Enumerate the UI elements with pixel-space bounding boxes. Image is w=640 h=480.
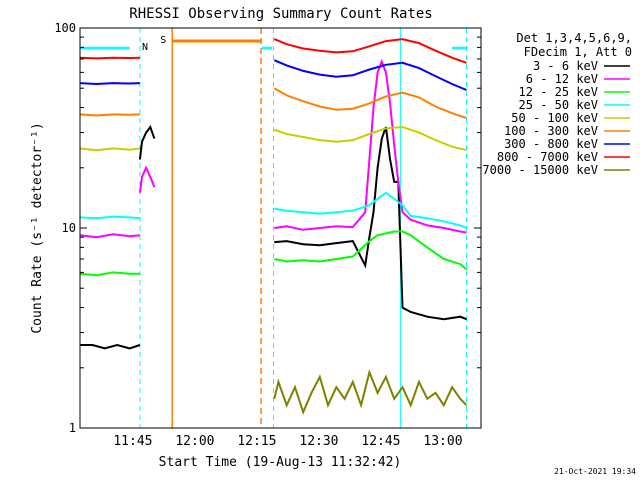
y-tick-label: 1 — [69, 421, 76, 435]
x-tick-label: 12:00 — [175, 434, 214, 449]
legend-label: 25 - 50 keV — [519, 98, 598, 112]
x-axis-label: Start Time (19-Aug-13 11:32:42) — [159, 455, 402, 470]
y-tick-label: 100 — [54, 21, 76, 35]
legend-label: 3 - 6 keV — [533, 59, 598, 73]
legend-label: 300 - 800 keV — [504, 137, 598, 151]
legend-label: 100 - 300 keV — [504, 124, 598, 138]
series-line-4-segment-1 — [273, 125, 467, 152]
legend-label: 800 - 7000 keV — [497, 150, 598, 164]
series-line-2-segment-0 — [79, 271, 140, 277]
plot-layer: SN — [79, 28, 468, 428]
x-tick-label: 12:15 — [237, 434, 276, 449]
legend-label: 6 - 12 keV — [526, 72, 598, 86]
series-line-6-segment-0 — [79, 82, 140, 86]
series-line-3-segment-0 — [79, 215, 140, 220]
series-line-8-segment-0 — [273, 368, 468, 416]
y-axis-label: Count Rate (s⁻¹ detector⁻¹) — [30, 122, 45, 333]
axes-layer: 1 10 100 11:45 12:00 12:15 12:30 12:45 13:00 — [54, 21, 481, 449]
series-line-4-segment-0 — [79, 147, 141, 152]
x-tick-label: 12:45 — [361, 434, 400, 449]
series-line-0-segment-0 — [80, 343, 141, 350]
series-line-2-segment-1 — [274, 230, 468, 271]
series-line-7-segment-0 — [79, 56, 140, 60]
series-line-3-segment-1 — [274, 191, 467, 229]
series-line-0-segment-2 — [274, 126, 467, 321]
x-tick-label: 13:00 — [423, 434, 462, 449]
night-flag-label: N — [142, 42, 148, 53]
series-line-5-segment-0 — [79, 113, 140, 117]
series-line-5-segment-1 — [273, 87, 467, 119]
saa-flag-label: S — [160, 35, 166, 46]
legend-label: 7000 - 15000 keV — [482, 163, 598, 177]
x-tick-label: 11:45 — [113, 434, 152, 449]
y-tick-label: 10 — [62, 221, 76, 235]
series-line-1-segment-1 — [138, 165, 156, 193]
chart-title: RHESSI Observing Summary Count Rates — [129, 6, 432, 22]
date-stamp: 21-Oct-2021 19:34 — [554, 467, 636, 476]
series-line-1-segment-0 — [79, 233, 140, 239]
series-line-7-segment-1 — [273, 38, 467, 64]
legend-header-line-2: FDecim 1, Att 0 — [524, 45, 632, 59]
series-line-0-segment-1 — [138, 124, 156, 160]
x-tick-label: 12:30 — [299, 434, 338, 449]
legend-header-line-1: Det 1,3,4,5,6,9, — [516, 31, 632, 45]
series-line-1-segment-2 — [274, 58, 467, 234]
legend-label: 12 - 25 keV — [519, 85, 598, 99]
series-line-6-segment-1 — [273, 59, 467, 91]
legend-label: 50 - 100 keV — [511, 111, 598, 125]
